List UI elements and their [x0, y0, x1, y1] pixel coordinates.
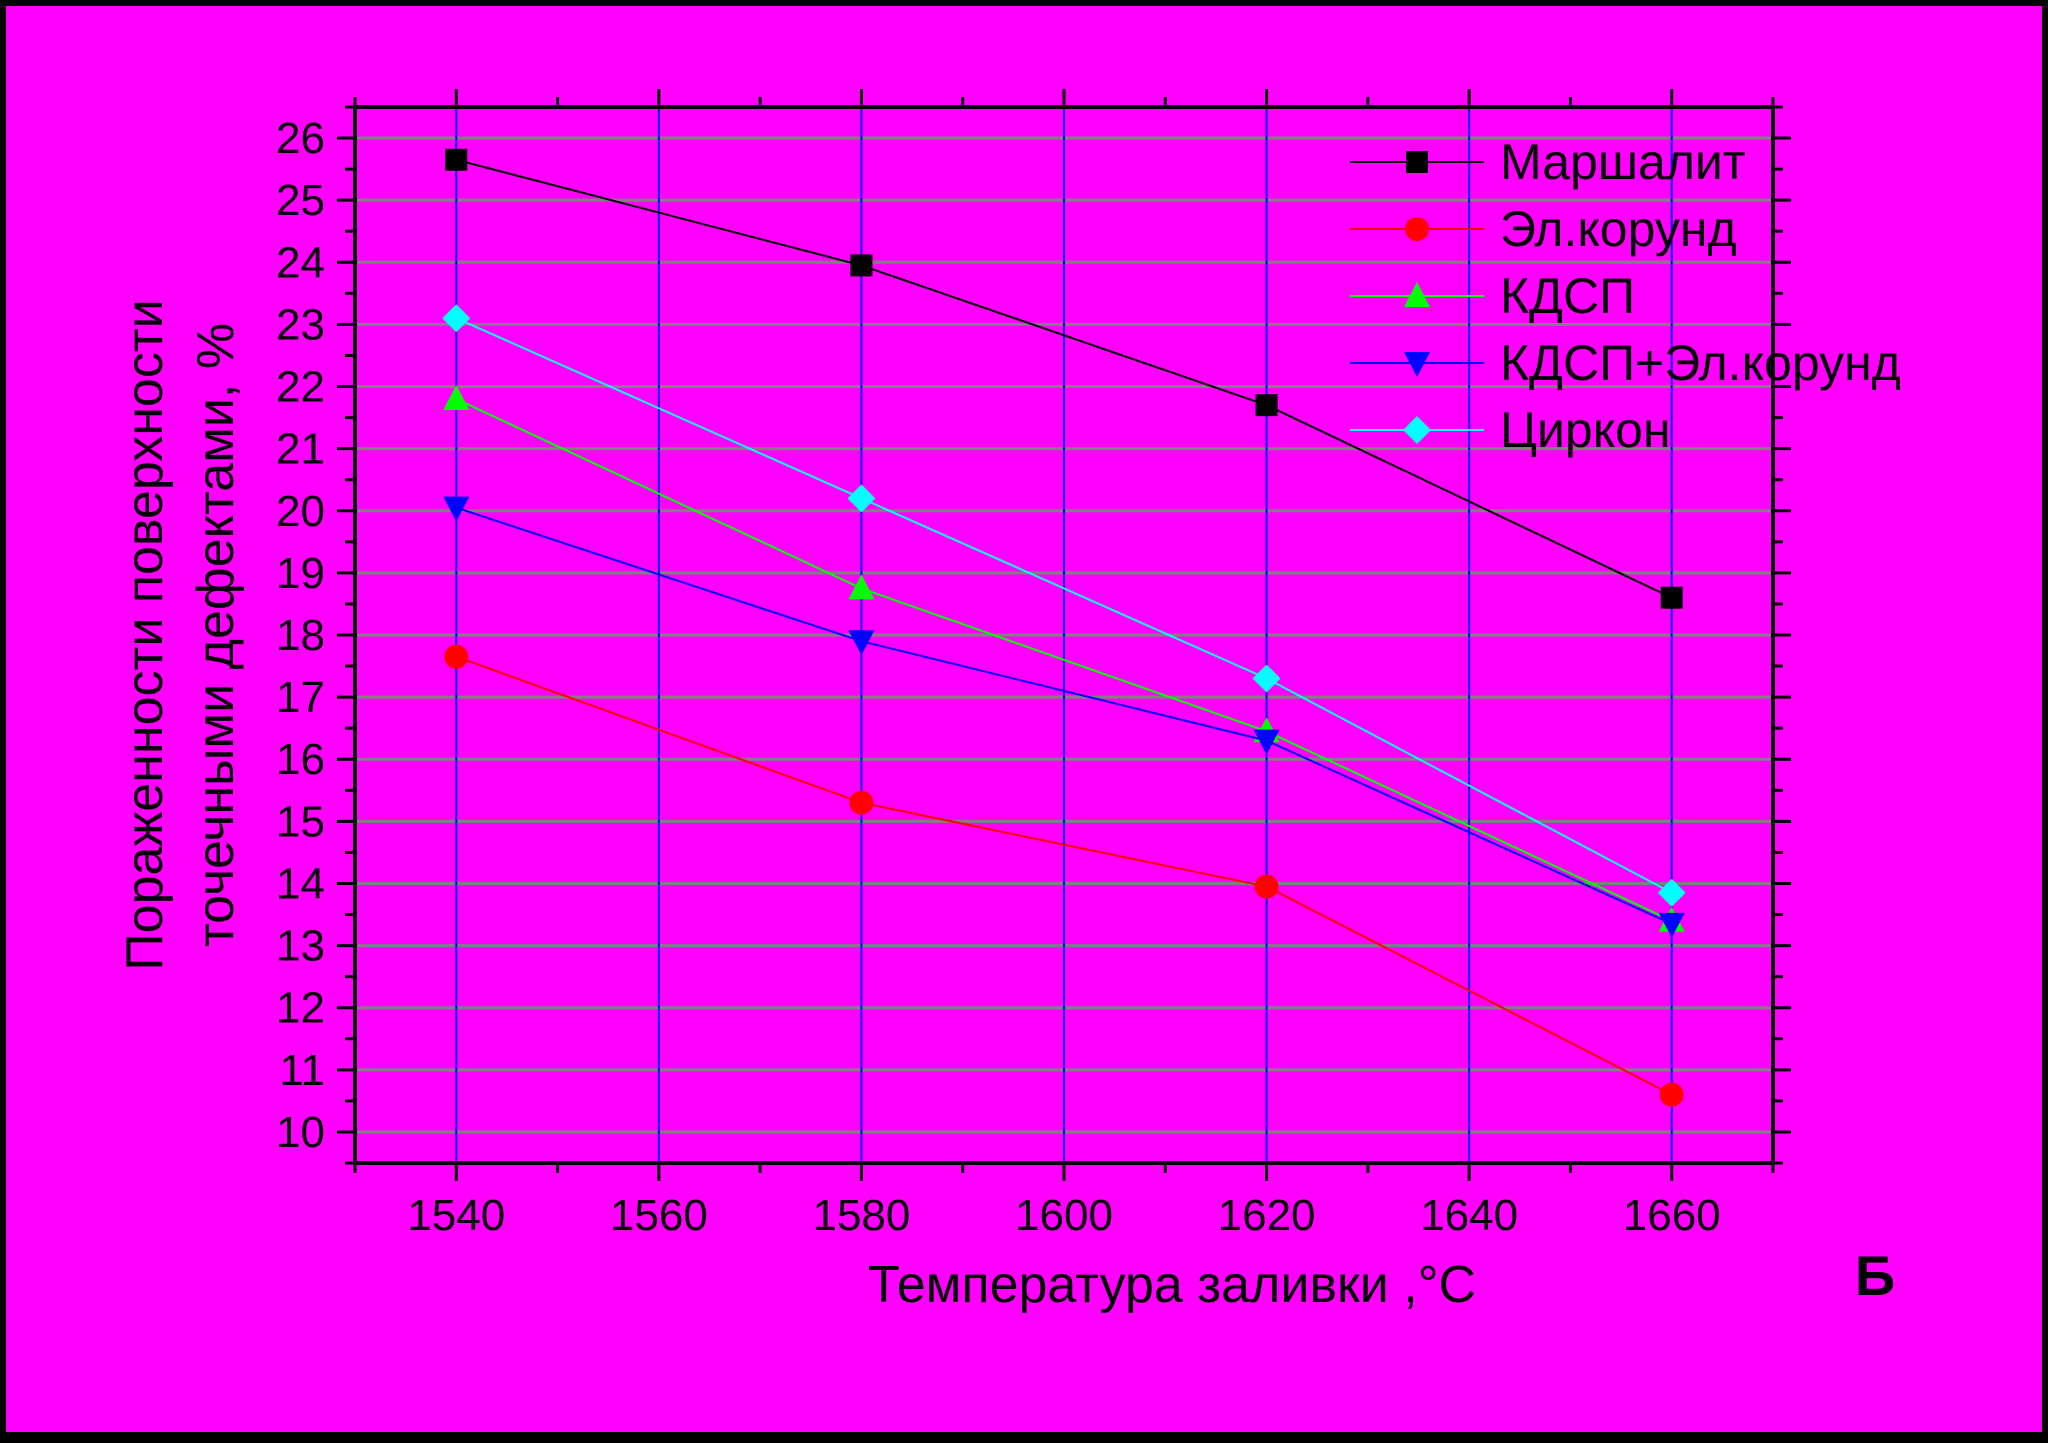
legend-label: КДСП	[1500, 268, 1635, 324]
x-tick-label: 1560	[610, 1191, 708, 1240]
y-tick-label: 19	[276, 549, 325, 598]
grid-lines	[355, 107, 1773, 1163]
data-point	[1253, 729, 1280, 755]
legend-item-5: Циркон	[1350, 402, 1671, 458]
data-point	[1658, 912, 1685, 938]
y-tick-label: 10	[276, 1108, 325, 1157]
series-4	[443, 496, 1685, 938]
legend-item-4: КДСП+Эл.корунд	[1350, 335, 1901, 391]
y-tick-label: 26	[276, 114, 325, 163]
legend-marker	[1404, 282, 1430, 307]
y-tick-label: 21	[276, 425, 325, 474]
data-point	[445, 148, 468, 171]
x-tick-label: 1660	[1623, 1191, 1721, 1240]
data-point	[442, 304, 471, 333]
x-tick-label: 1580	[812, 1191, 910, 1240]
y-tick-label: 12	[276, 984, 325, 1033]
data-point	[443, 496, 470, 522]
x-tick-label: 1600	[1015, 1191, 1113, 1240]
data-point	[1252, 664, 1281, 693]
y-tick-label: 16	[276, 735, 325, 784]
x-tick-label: 1540	[407, 1191, 505, 1240]
y-tick-label: 17	[276, 673, 325, 722]
series-line-1	[456, 158, 1673, 599]
y-tick-label: 13	[276, 922, 325, 971]
series-layer	[442, 148, 1686, 1107]
y-axis-label-line-1: Пораженности поверхности	[116, 299, 174, 970]
series-line-3	[455, 398, 1673, 922]
legend-marker	[1406, 151, 1428, 173]
chart-background	[6, 6, 2042, 1432]
data-point	[848, 630, 875, 656]
y-tick-label: 24	[276, 238, 325, 287]
y-tick-label: 11	[279, 1046, 325, 1095]
data-point	[1255, 394, 1278, 417]
series-line-5	[455, 317, 1673, 894]
legend-label: Эл.корунд	[1500, 201, 1737, 257]
legend-label: Циркон	[1500, 402, 1671, 458]
y-tick-label: 20	[276, 487, 325, 536]
data-point	[847, 484, 876, 513]
legend-item-3: КДСП	[1350, 268, 1635, 324]
data-point	[444, 644, 469, 669]
y-tick-label: 23	[276, 300, 325, 349]
legend-item-2: Эл.корунд	[1350, 201, 1737, 257]
y-tick-label: 25	[276, 176, 325, 225]
y-tick-label: 15	[276, 797, 325, 846]
series-2	[444, 644, 1684, 1107]
series-5	[442, 304, 1686, 907]
data-point	[1657, 878, 1686, 907]
data-point	[848, 574, 875, 600]
y-tick-label: 14	[276, 859, 325, 908]
data-point	[849, 790, 874, 815]
data-point	[1660, 586, 1683, 609]
x-axis-label: Температура заливки ,°C	[868, 1256, 1476, 1314]
data-point	[1659, 1082, 1684, 1107]
series-line-4	[455, 506, 1673, 925]
y-tick-label: 22	[276, 363, 325, 412]
x-tick-label: 1640	[1420, 1191, 1518, 1240]
x-tick-label: 1620	[1218, 1191, 1316, 1240]
legend-marker	[1403, 416, 1431, 444]
data-point	[850, 254, 873, 277]
legend-label: Маршалит	[1500, 134, 1746, 190]
legend: Маршалит Эл.корунд КДСП КДСП+Эл.корунд Цирко…	[1350, 134, 1901, 458]
axes: 1540 1560 1580 1600 1620 1640 1660101112131415…	[276, 89, 1791, 1240]
legend-marker	[1404, 352, 1430, 377]
legend-item-1: Маршалит	[1350, 134, 1746, 190]
legend-label: КДСП+Эл.корунд	[1500, 335, 1901, 391]
legend-marker	[1405, 217, 1429, 241]
panel-label: Б	[1855, 1244, 1895, 1307]
series-line-2	[455, 655, 1673, 1096]
y-tick-label: 18	[276, 611, 325, 660]
data-point	[1254, 874, 1279, 899]
data-point	[443, 384, 470, 410]
y-axis-label-line-2: точечными дефектами, %	[187, 323, 245, 947]
series-1	[445, 148, 1683, 609]
